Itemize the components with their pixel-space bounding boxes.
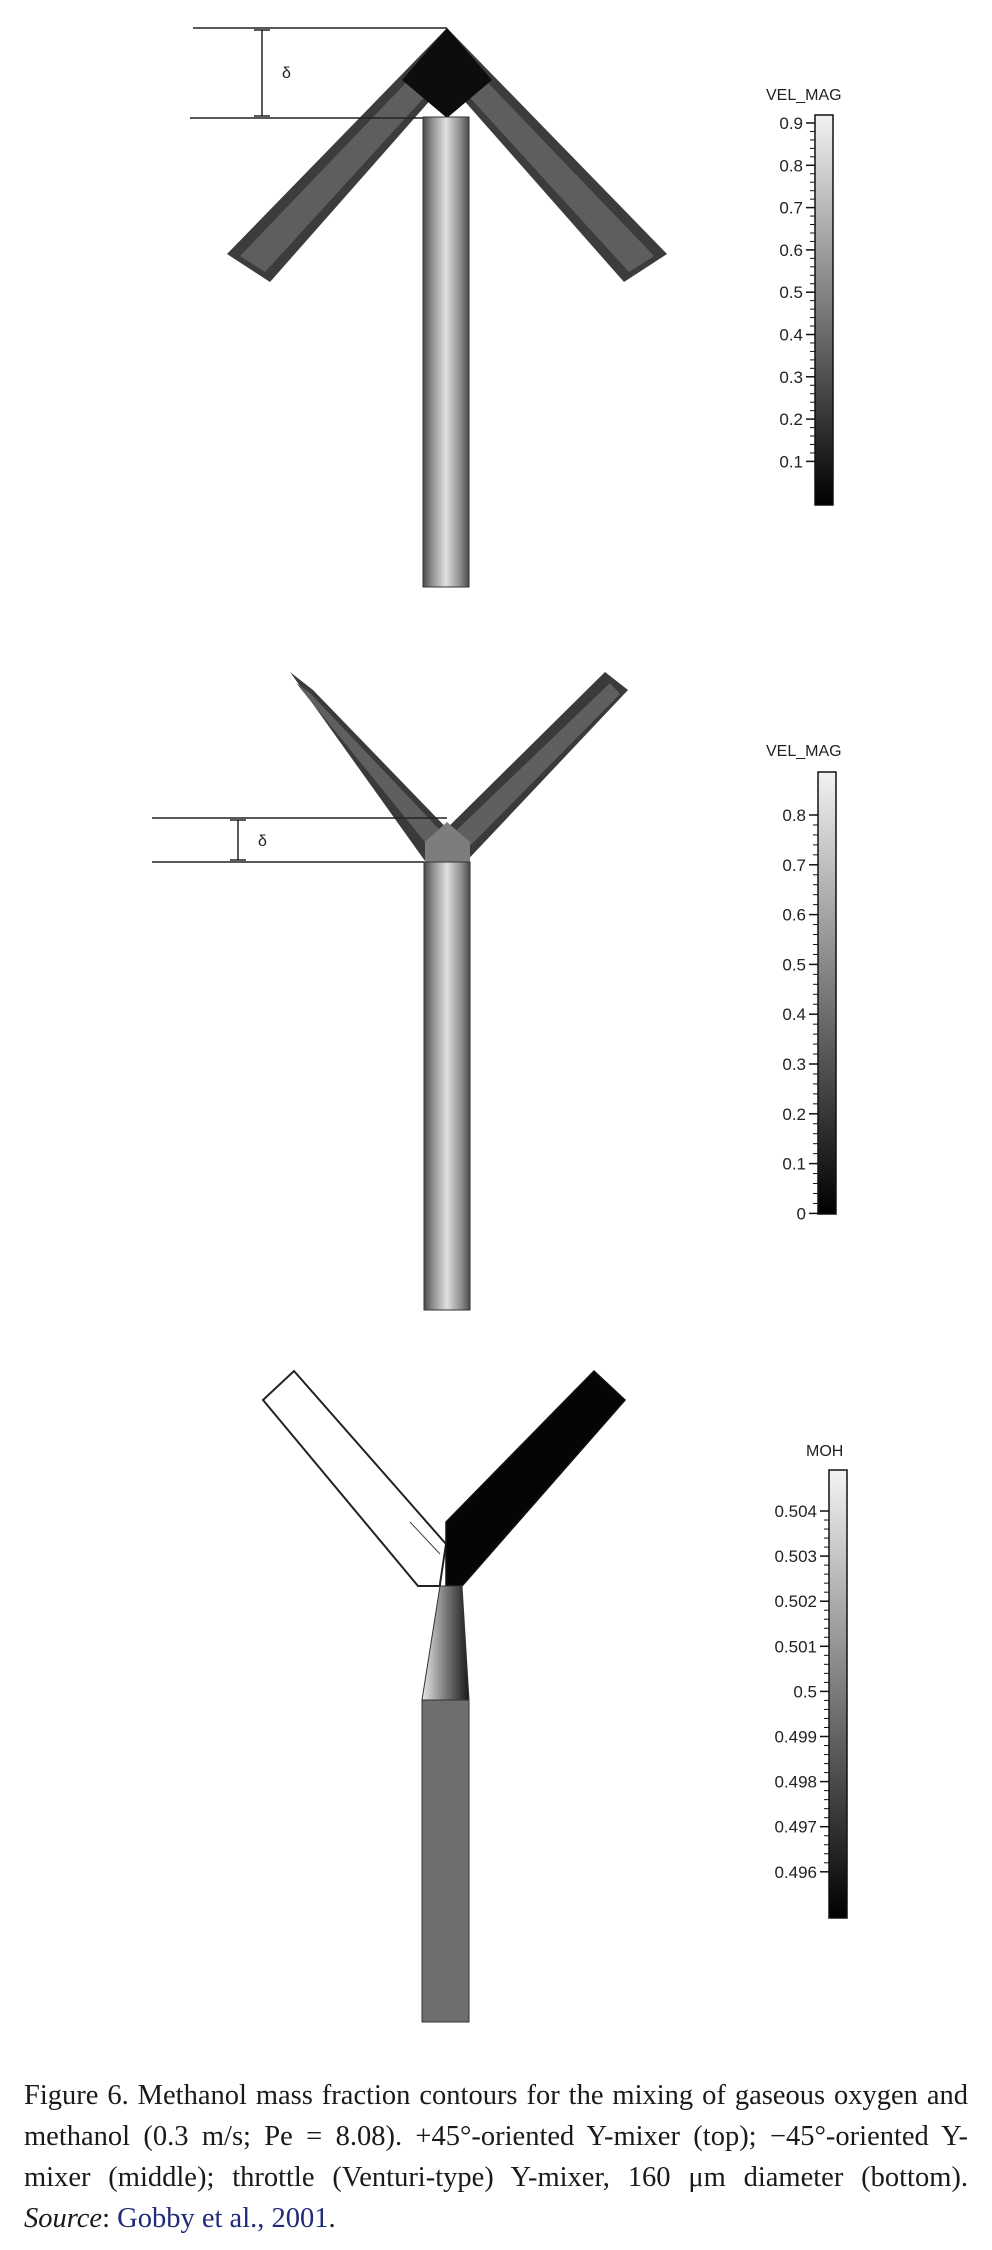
top-delta-label: δ [282,65,291,82]
bottom-tick-label: 0.498 [774,1773,817,1792]
middle-colorbar [818,772,836,1214]
top-tick-label: 0.7 [779,199,803,218]
top-tick-label: 0.6 [779,241,803,260]
caption-end: . [328,2203,335,2234]
top-tick-label: 0.2 [779,410,803,429]
bottom-colorbar [829,1470,847,1918]
bottom-tick-label: 0.497 [774,1818,817,1837]
middle-tick-label: 0 [797,1204,806,1223]
bottom-tick-label: 0.504 [774,1502,817,1521]
middle-tick-label: 0.1 [782,1155,806,1174]
middle-tick-label: 0.7 [782,856,806,875]
figure-caption: Figure 6. Methanol mass fraction contour… [24,2075,968,2239]
middle-tick-label: 0.3 [782,1055,806,1074]
panel-bottom: MOH 0.504 0.503 0.502 0.501 0.5 0.499 0.498 0.4… [263,1371,847,2022]
caption-citation-link[interactable]: Gobby et al., 2001 [117,2203,328,2234]
top-legend-title: VEL_MAG [766,87,842,104]
caption-source-label: Source [24,2203,102,2234]
panel-middle: δ VEL_MAG 0.8 0.7 0.6 0.5 0.4 0.3 0.2 0.1 0 [152,672,842,1310]
top-tick-label: 0.3 [779,368,803,387]
top-tick-label: 0.4 [779,326,803,345]
bottom-left-arm [263,1371,446,1586]
figure-canvas: δ VEL_MAG 0.9 0.8 0.7 0.6 0.5 0.4 0.3 0.2 0.1 δ … [0,0,992,2060]
middle-tick-label: 0.6 [782,906,806,925]
middle-delta-label: δ [258,833,267,850]
middle-tick-label: 0.4 [782,1005,806,1024]
bottom-right-arm [446,1371,625,1586]
middle-tick-label: 0.8 [782,806,806,825]
bottom-throat [422,1586,469,1700]
bottom-tick-label: 0.496 [774,1863,817,1882]
top-tick-label: 0.8 [779,156,803,175]
bottom-tick-label: 0.501 [774,1637,817,1656]
top-stem [423,117,469,587]
top-tick-label: 0.1 [779,452,803,471]
bottom-stem [422,1700,469,2022]
top-tick-label: 0.9 [779,114,803,133]
bottom-tick-label: 0.503 [774,1547,817,1566]
bottom-legend-title: MOH [806,1443,843,1460]
panel-top: δ VEL_MAG 0.9 0.8 0.7 0.6 0.5 0.4 0.3 0.2 0.1 [190,28,842,587]
middle-tick-label: 0.5 [782,955,806,974]
top-colorbar [815,115,833,505]
bottom-tick-label: 0.502 [774,1592,817,1611]
bottom-tick-label: 0.5 [793,1682,817,1701]
middle-tick-label: 0.2 [782,1105,806,1124]
caption-text: Figure 6. Methanol mass fraction contour… [24,2080,968,2193]
middle-legend-title: VEL_MAG [766,743,842,760]
top-tick-label: 0.5 [779,283,803,302]
middle-stem [424,862,470,1310]
bottom-tick-label: 0.499 [774,1728,817,1747]
